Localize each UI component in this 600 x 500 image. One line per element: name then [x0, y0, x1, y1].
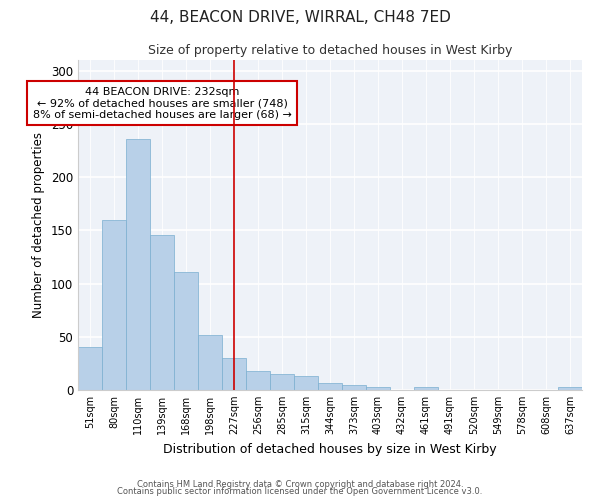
- Text: Contains public sector information licensed under the Open Government Licence v3: Contains public sector information licen…: [118, 488, 482, 496]
- Bar: [558, 387, 582, 390]
- Text: 44 BEACON DRIVE: 232sqm
← 92% of detached houses are smaller (748)
8% of semi-de: 44 BEACON DRIVE: 232sqm ← 92% of detache…: [32, 86, 292, 120]
- Y-axis label: Number of detached properties: Number of detached properties: [32, 132, 46, 318]
- Bar: [78, 348, 102, 390]
- Bar: [294, 376, 318, 390]
- Bar: [414, 387, 438, 390]
- Bar: [366, 387, 390, 390]
- Text: Contains HM Land Registry data © Crown copyright and database right 2024.: Contains HM Land Registry data © Crown c…: [137, 480, 463, 489]
- Bar: [150, 234, 174, 390]
- X-axis label: Distribution of detached houses by size in West Kirby: Distribution of detached houses by size …: [163, 442, 497, 456]
- Bar: [318, 382, 342, 390]
- Bar: [246, 371, 270, 390]
- Bar: [342, 384, 366, 390]
- Bar: [174, 272, 198, 390]
- Bar: [222, 358, 246, 390]
- Bar: [270, 374, 294, 390]
- Bar: [198, 334, 222, 390]
- Bar: [102, 220, 126, 390]
- Bar: [126, 139, 150, 390]
- Text: 44, BEACON DRIVE, WIRRAL, CH48 7ED: 44, BEACON DRIVE, WIRRAL, CH48 7ED: [149, 10, 451, 25]
- Title: Size of property relative to detached houses in West Kirby: Size of property relative to detached ho…: [148, 44, 512, 58]
